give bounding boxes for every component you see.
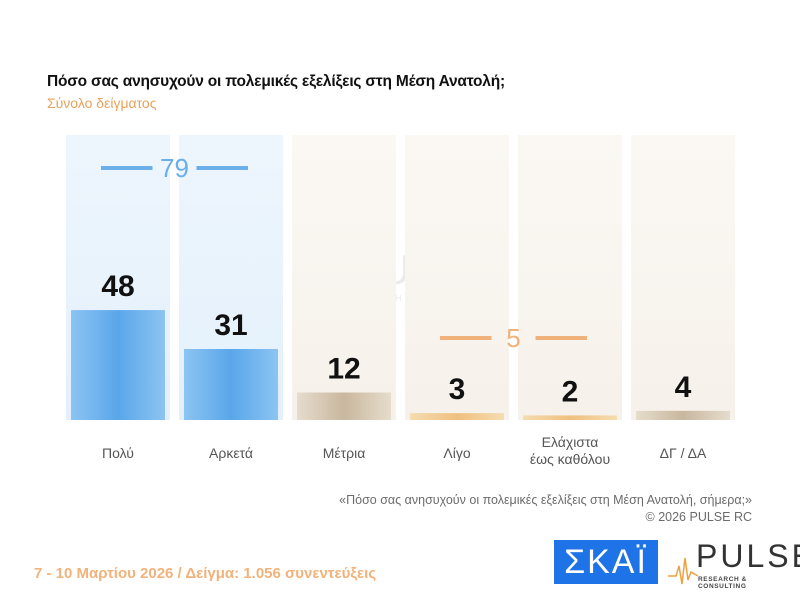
column-panel: [518, 135, 622, 420]
category-label: Μέτρια: [323, 445, 366, 461]
chart-note: «Πόσο σας ανησυχούν οι πολεμικές εξελίξε…: [339, 492, 752, 526]
bar: [297, 392, 391, 420]
note-copyright: © 2026 PULSE RC: [645, 510, 752, 524]
note-question: «Πόσο σας ανησυχούν οι πολεμικές εξελίξε…: [339, 493, 752, 507]
category-label: Πολύ: [102, 445, 134, 461]
column-panel: [292, 135, 396, 420]
skai-logo: ΣΚΑΪ: [554, 540, 658, 584]
bar: [410, 413, 504, 420]
data-label: 12: [327, 353, 360, 386]
category-label: Λίγο: [443, 445, 470, 461]
bar: [636, 410, 730, 420]
bar: [523, 415, 617, 420]
bar: [184, 349, 278, 420]
pulse-logo: PULSE RESEARCH & CONSULTING: [668, 538, 800, 590]
data-label: 48: [101, 270, 134, 303]
data-label: 2: [562, 375, 579, 408]
footer-info: 7 - 10 Μαρτίου 2026 / Δείγμα: 1.056 συνε…: [34, 565, 377, 582]
category-label: ΔΓ / ΔΑ: [660, 445, 707, 461]
group-total-label: 5: [506, 323, 520, 353]
category-label: Ελάχιστα έως καθόλου: [530, 434, 610, 467]
bar: [71, 310, 165, 420]
chart-subtitle: Σύνολο δείγματος: [47, 95, 157, 111]
data-label: 3: [449, 373, 466, 406]
pulse-sub: RESEARCH & CONSULTING: [698, 576, 747, 590]
data-label: 4: [675, 371, 692, 404]
pulse-word: PULSE: [696, 538, 800, 574]
chart-title: Πόσο σας ανησυχούν οι πολεμικές εξελίξει…: [47, 73, 505, 90]
category-label: Αρκετά: [209, 445, 253, 461]
data-label: 31: [214, 309, 247, 342]
group-total-label: 79: [160, 153, 189, 183]
bar-chart: 48 Πολύ 31 Αρκετά 12 Μέτρια 3 Λίγο 2 Ελάχιστα έως …: [66, 135, 735, 467]
pulse-wave-icon: [668, 557, 698, 585]
column-panel: [405, 135, 509, 420]
column-panel: [631, 135, 735, 420]
